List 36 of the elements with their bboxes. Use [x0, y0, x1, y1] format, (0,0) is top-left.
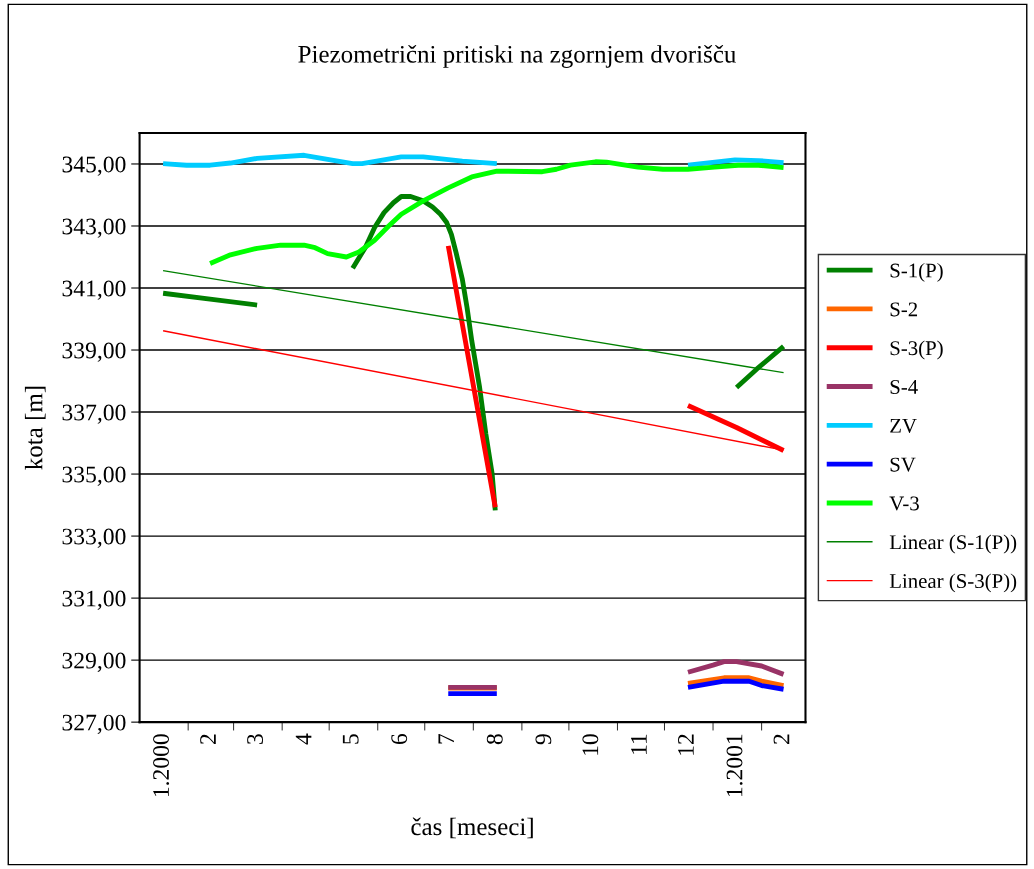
- legend-label: Linear (S-1(P)): [889, 534, 1017, 554]
- x-tick-label: 5: [342, 734, 359, 744]
- x-tick-label: 2: [200, 734, 216, 745]
- x-axis-title: čas [meseci]: [411, 817, 533, 839]
- legend-label: S-2: [890, 302, 918, 317]
- y-tick-label: 343,00: [62, 218, 126, 238]
- legend-label: S-4: [890, 380, 918, 395]
- x-tick-label: 2: [773, 734, 790, 745]
- x-tick-label: 6: [391, 733, 408, 745]
- legend-label: SV: [890, 457, 916, 472]
- legend-label: ZV: [890, 418, 917, 433]
- x-tick-label: 11: [631, 734, 647, 754]
- x-tick-label: 10: [582, 734, 599, 755]
- y-tick-label: 341,00: [62, 280, 126, 300]
- legend-label: Linear (S-3(P)): [889, 573, 1017, 593]
- legend-label: V-3: [889, 496, 919, 511]
- y-tick-label: 333,00: [62, 528, 126, 548]
- x-tick-label: 1.2001: [726, 734, 743, 797]
- y-axis-title: kota [m]: [24, 386, 46, 470]
- x-tick-label: 1.2000: [153, 734, 170, 797]
- y-tick-label: 335,00: [62, 466, 126, 486]
- x-tick-label: 3: [247, 734, 264, 744]
- y-tick-label: 337,00: [62, 404, 126, 424]
- x-tick-label: 7: [438, 733, 454, 744]
- x-tick-label: 12: [678, 734, 694, 755]
- x-tick-label: 9: [535, 734, 552, 745]
- legend-label: S-3(P): [890, 340, 943, 360]
- chart-title: Piezometrični pritiski na zgornjem dvorišču: [298, 45, 736, 68]
- y-tick-label: 339,00: [62, 342, 126, 362]
- y-tick-label: 331,00: [62, 590, 126, 610]
- x-tick-label: 8: [486, 734, 503, 745]
- y-tick-label: 327,00: [62, 714, 126, 734]
- legend-label: S-1(P): [890, 262, 943, 282]
- y-tick-label: 329,00: [62, 652, 126, 672]
- x-tick-label: 4: [295, 733, 312, 745]
- y-tick-label: 345,00: [62, 156, 126, 176]
